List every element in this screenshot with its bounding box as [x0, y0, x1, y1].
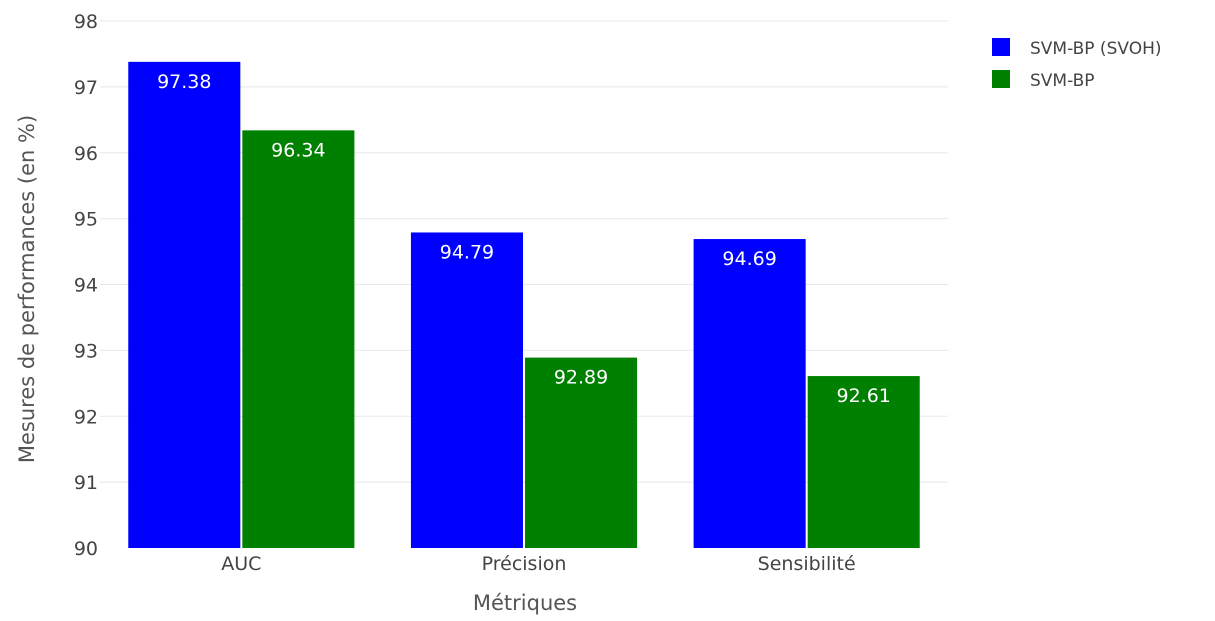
x-axis: AUC Précision Sensibilité — [221, 553, 855, 575]
bar[interactable] — [525, 357, 638, 548]
x-tick-label: AUC — [221, 553, 261, 575]
bar[interactable] — [807, 376, 920, 548]
bar[interactable] — [242, 130, 355, 549]
y-tick-label: 91 — [74, 472, 98, 494]
legend-swatch — [992, 70, 1010, 88]
legend-label: SVM-BP — [1030, 71, 1095, 91]
y-tick-label: 94 — [74, 275, 98, 297]
bar-value-label: 94.69 — [722, 248, 776, 270]
legend-swatch — [992, 38, 1010, 56]
bar-value-label: 94.79 — [440, 241, 494, 263]
bar[interactable] — [128, 61, 241, 548]
y-tick-label: 93 — [74, 340, 98, 362]
legend-item[interactable]: SVM-BP — [992, 70, 1095, 91]
bars — [128, 61, 920, 549]
y-tick-label: 98 — [74, 11, 98, 33]
gridlines — [100, 20, 948, 483]
y-tick-label: 96 — [74, 143, 98, 165]
bar-value-labels: 97.38 96.34 94.79 92.89 94.69 92.61 — [157, 71, 891, 407]
bar-value-label: 96.34 — [271, 139, 325, 161]
y-axis: 90 91 92 93 94 95 96 97 98 — [74, 11, 98, 560]
y-tick-label: 95 — [74, 209, 98, 231]
bar-value-label: 92.61 — [836, 385, 890, 407]
y-tick-label: 92 — [74, 406, 98, 428]
y-tick-label: 90 — [74, 538, 98, 560]
y-tick-label: 97 — [74, 77, 98, 99]
legend[interactable]: SVM-BP (SVOH) SVM-BP — [992, 38, 1161, 91]
bar[interactable] — [410, 232, 523, 549]
x-tick-label: Sensibilité — [758, 553, 856, 575]
x-axis-title: Métriques — [473, 591, 577, 615]
y-axis-title: Mesures de performances (en %) — [15, 115, 39, 463]
legend-item[interactable]: SVM-BP (SVOH) — [992, 38, 1161, 59]
bar-value-label: 97.38 — [157, 71, 211, 93]
bar-value-label: 92.89 — [554, 367, 608, 389]
bar[interactable] — [693, 239, 806, 548]
legend-label: SVM-BP (SVOH) — [1030, 39, 1161, 59]
x-tick-label: Précision — [482, 553, 567, 575]
